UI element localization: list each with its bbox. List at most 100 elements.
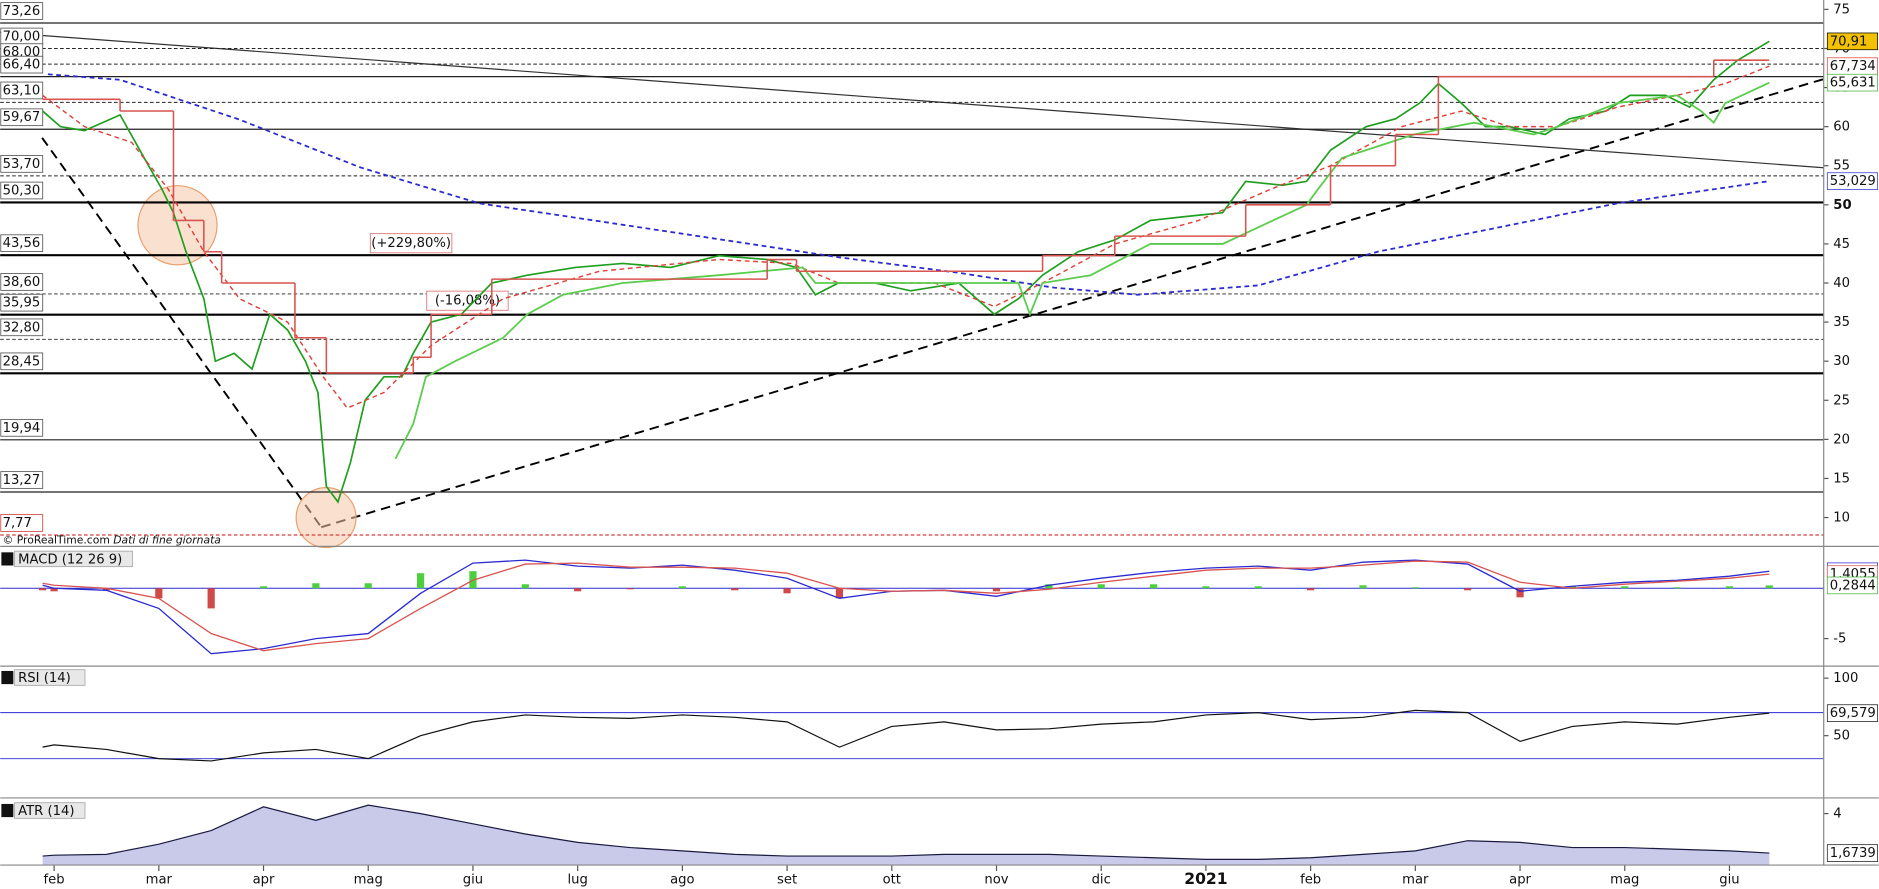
- level-label: 38,60: [3, 275, 41, 290]
- x-tick-label: feb: [1300, 872, 1321, 887]
- histogram-bar: [155, 588, 163, 599]
- panel-title: ATR (14): [18, 804, 74, 819]
- histogram-bar: [626, 588, 634, 590]
- histogram-bar: [1673, 587, 1681, 589]
- level-label: 59,67: [3, 110, 41, 125]
- level-label: 50,30: [3, 184, 41, 199]
- panel-title: RSI (14): [18, 671, 71, 686]
- histogram-bar: [1045, 584, 1053, 589]
- level-label: 7,77: [3, 516, 32, 531]
- histogram-bar: [1516, 588, 1524, 598]
- level-label-box: [0, 2, 44, 20]
- series-line: [42, 65, 1770, 409]
- y-tick-label: 50: [1833, 729, 1850, 744]
- histogram-bar: [731, 588, 739, 591]
- y-tick-label: 30: [1833, 354, 1850, 369]
- level-label-box: [0, 234, 44, 253]
- x-tick-label: feb: [44, 872, 65, 887]
- y-tick-label: 20: [1833, 432, 1850, 447]
- end-label: 70,91: [1830, 34, 1868, 49]
- histogram-bar: [416, 573, 425, 589]
- level-label: 73,26: [3, 4, 41, 19]
- y-tick-label: 15: [1833, 471, 1850, 486]
- histogram-bar: [678, 586, 686, 589]
- level-label-box: [0, 514, 44, 532]
- title-icon: [1, 670, 14, 685]
- x-tick-label: lug: [567, 872, 587, 887]
- level-label-box: [0, 318, 44, 337]
- histogram-bar: [1307, 588, 1315, 591]
- annotation-box: [369, 233, 453, 254]
- level-label-box: [0, 273, 44, 291]
- histogram-bar: [783, 588, 791, 594]
- level-label-box: [0, 419, 44, 437]
- end-label-box: [1826, 576, 1878, 595]
- end-label-box: [1826, 73, 1878, 92]
- level-label: 13,27: [3, 473, 41, 488]
- y-tick-label: 50: [1833, 198, 1851, 213]
- end-label: 69,579: [1830, 706, 1876, 721]
- annotation-box: [426, 290, 509, 311]
- level-label-box: [0, 471, 44, 489]
- level-label-box: [0, 55, 44, 74]
- y-tick-label: 40: [1833, 276, 1850, 291]
- x-tick-label: 2021: [1184, 870, 1227, 888]
- histogram-bar: [574, 588, 582, 592]
- series-line: [42, 40, 1770, 504]
- histogram-bar: [1765, 585, 1773, 589]
- histogram-bar: [38, 588, 47, 591]
- histogram-bar: [1568, 586, 1576, 589]
- level-label: 32,80: [3, 320, 41, 335]
- y-tick-label: 45: [1833, 237, 1850, 252]
- x-tick-label: mag: [354, 872, 383, 887]
- area-line: [42, 804, 1770, 861]
- histogram-bar: [1359, 585, 1367, 589]
- title-box: [14, 802, 86, 819]
- y-tick-label: 100: [1833, 671, 1858, 686]
- histogram-bar: [521, 584, 529, 589]
- level-label: 35,95: [3, 296, 41, 311]
- end-label-box: [1826, 172, 1878, 190]
- level-label-box: [0, 108, 44, 127]
- level-label-box: [0, 352, 44, 371]
- x-tick-label: apr: [253, 872, 275, 887]
- level-label: 53,70: [3, 157, 41, 172]
- level-label-box: [0, 181, 44, 200]
- y-tick-label: 60: [1833, 120, 1850, 135]
- histogram-bar: [1254, 586, 1262, 589]
- y-tick-label: 10: [1833, 511, 1850, 526]
- level-label: 43,56: [3, 236, 41, 251]
- title-icon: [1, 552, 14, 566]
- histogram-bar: [312, 583, 320, 589]
- end-label: 0,2844: [1830, 578, 1876, 593]
- source-note: Dati di fine giornata: [113, 533, 221, 546]
- histogram-bar: [1202, 586, 1210, 589]
- y-tick-label: 55: [1833, 159, 1850, 174]
- histogram-bar: [364, 583, 372, 589]
- x-tick-label: dic: [1092, 872, 1111, 887]
- level-label: 28,45: [3, 354, 41, 369]
- histogram-bar: [1149, 584, 1158, 589]
- end-label: 67,734: [1830, 59, 1876, 74]
- histogram-bar: [207, 588, 215, 609]
- histogram-bar: [1411, 587, 1419, 589]
- end-label: 1,6739: [1830, 846, 1876, 861]
- y-tick-label: 75: [1833, 2, 1850, 17]
- x-tick-label: mar: [1402, 872, 1429, 887]
- end-label-box: [1826, 32, 1878, 51]
- title-box: [14, 550, 133, 568]
- x-tick-label: apr: [1509, 872, 1531, 887]
- x-tick-label: giu: [463, 872, 483, 887]
- panel-title: MACD (12 26 9): [18, 553, 122, 568]
- trend-line: [0, 31, 1824, 169]
- histogram-bar: [992, 588, 1001, 592]
- level-label: 63,10: [3, 83, 41, 98]
- level-label: 19,94: [3, 421, 41, 436]
- highlight-circle: [295, 487, 357, 549]
- y-tick-label: -5: [1833, 632, 1846, 647]
- x-tick-label: ago: [670, 872, 694, 887]
